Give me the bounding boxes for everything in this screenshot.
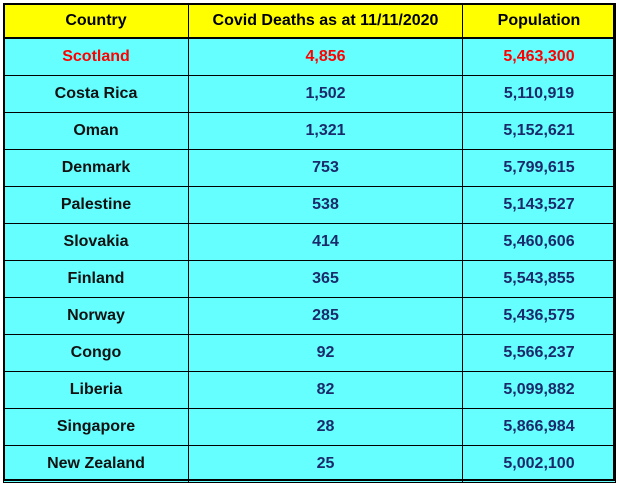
- population-cell[interactable]: 5,866,984: [462, 408, 616, 446]
- table-row: Denmark 753 5,799,615: [3, 149, 616, 187]
- table-row: Scotland 4,856 5,463,300: [3, 37, 616, 76]
- header-row: Country Covid Deaths as at 11/11/2020 Po…: [3, 3, 616, 39]
- country-cell[interactable]: Palestine: [3, 186, 189, 224]
- country-cell[interactable]: Congo: [3, 334, 189, 372]
- table-row: New Zealand 25 5,002,100: [3, 445, 616, 483]
- population-cell[interactable]: 5,460,606: [462, 223, 616, 261]
- table-row: Costa Rica 1,502 5,110,919: [3, 75, 616, 113]
- table-row: Congo 92 5,566,237: [3, 334, 616, 372]
- deaths-cell[interactable]: 538: [188, 186, 463, 224]
- country-cell[interactable]: Finland: [3, 260, 189, 298]
- population-cell[interactable]: 5,463,300: [462, 37, 616, 76]
- population-cell[interactable]: 5,799,615: [462, 149, 616, 187]
- deaths-cell[interactable]: 25: [188, 445, 463, 483]
- table-row: Singapore 28 5,866,984: [3, 408, 616, 446]
- deaths-cell[interactable]: 82: [188, 371, 463, 409]
- deaths-cell[interactable]: 285: [188, 297, 463, 335]
- header-population[interactable]: Population: [462, 3, 616, 39]
- deaths-cell[interactable]: 28: [188, 408, 463, 446]
- population-cell[interactable]: 5,110,919: [462, 75, 616, 113]
- country-cell[interactable]: Oman: [3, 112, 189, 150]
- population-cell[interactable]: 5,143,527: [462, 186, 616, 224]
- population-cell[interactable]: 5,099,882: [462, 371, 616, 409]
- population-cell[interactable]: 5,002,100: [462, 445, 616, 483]
- deaths-cell[interactable]: 414: [188, 223, 463, 261]
- deaths-cell[interactable]: 365: [188, 260, 463, 298]
- table-row: Palestine 538 5,143,527: [3, 186, 616, 224]
- deaths-cell[interactable]: 1,502: [188, 75, 463, 113]
- table-row: Norway 285 5,436,575: [3, 297, 616, 335]
- country-cell[interactable]: Singapore: [3, 408, 189, 446]
- table-row: Liberia 82 5,099,882: [3, 371, 616, 409]
- country-cell[interactable]: Scotland: [3, 37, 189, 76]
- country-cell[interactable]: Slovakia: [3, 223, 189, 261]
- country-cell[interactable]: Norway: [3, 297, 189, 335]
- header-deaths[interactable]: Covid Deaths as at 11/11/2020: [188, 3, 463, 39]
- deaths-cell[interactable]: 92: [188, 334, 463, 372]
- deaths-cell[interactable]: 753: [188, 149, 463, 187]
- country-cell[interactable]: Liberia: [3, 371, 189, 409]
- country-cell[interactable]: Costa Rica: [3, 75, 189, 113]
- country-cell[interactable]: Denmark: [3, 149, 189, 187]
- population-cell[interactable]: 5,543,855: [462, 260, 616, 298]
- population-cell[interactable]: 5,566,237: [462, 334, 616, 372]
- table-body: Scotland 4,856 5,463,300 Costa Rica 1,50…: [3, 37, 616, 483]
- deaths-cell[interactable]: 1,321: [188, 112, 463, 150]
- table-row: Finland 365 5,543,855: [3, 260, 616, 298]
- header-country[interactable]: Country: [3, 3, 189, 39]
- table-row: Oman 1,321 5,152,621: [3, 112, 616, 150]
- population-cell[interactable]: 5,152,621: [462, 112, 616, 150]
- table-row: Slovakia 414 5,460,606: [3, 223, 616, 261]
- population-cell[interactable]: 5,436,575: [462, 297, 616, 335]
- covid-deaths-table: Country Covid Deaths as at 11/11/2020 Po…: [3, 3, 616, 483]
- deaths-cell[interactable]: 4,856: [188, 37, 463, 76]
- country-cell[interactable]: New Zealand: [3, 445, 189, 483]
